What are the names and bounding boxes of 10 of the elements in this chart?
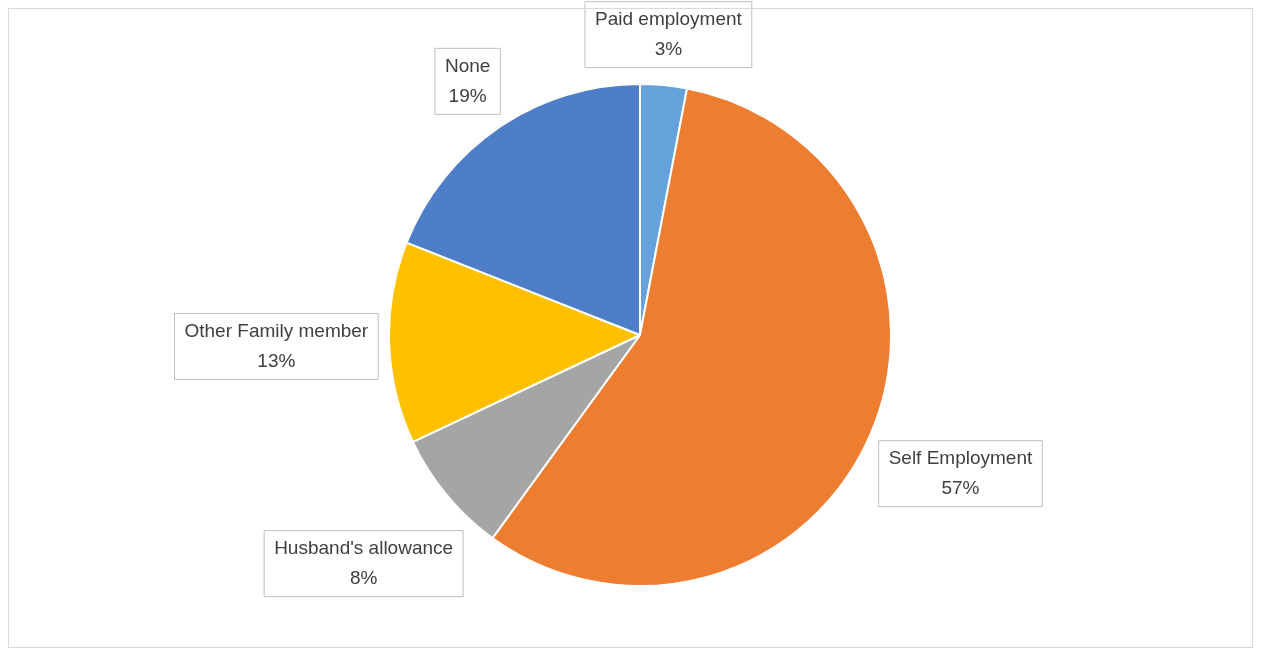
slice-label: Self Employment (888, 446, 1033, 468)
slice-label: Other Family member (184, 319, 369, 341)
data-label: 8% (349, 566, 378, 588)
data-label: 19% (448, 84, 487, 106)
data-label: 13% (257, 349, 296, 371)
data-label: 57% (941, 476, 980, 498)
data-label: 3% (654, 37, 683, 59)
slice-label: None (444, 54, 491, 76)
slice-label: Paid employment (594, 7, 743, 29)
slice-label: Husband's allowance (274, 536, 454, 558)
